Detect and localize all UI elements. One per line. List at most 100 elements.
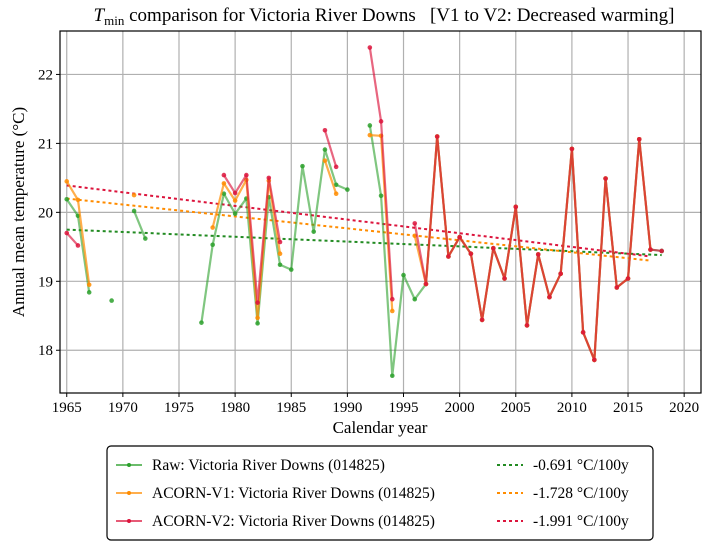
chart-title: Tmin comparison for Victoria River Downs… bbox=[94, 5, 675, 28]
y-tick-label: 18 bbox=[38, 343, 53, 359]
data-point bbox=[614, 285, 620, 290]
data-point bbox=[210, 225, 215, 230]
legend-label-0: Raw: Victoria River Downs (014825) bbox=[152, 457, 385, 474]
y-axis-ticks: 18 19 20 21 22 bbox=[38, 67, 60, 359]
data-point bbox=[199, 320, 204, 325]
grid bbox=[60, 31, 701, 393]
data-point bbox=[221, 172, 227, 178]
data-point bbox=[333, 182, 339, 188]
data-point bbox=[648, 247, 653, 252]
data-point bbox=[580, 330, 586, 335]
series-line bbox=[200, 148, 348, 325]
data-point bbox=[255, 315, 260, 321]
data-point bbox=[412, 296, 418, 302]
x-tick-label: 1965 bbox=[52, 400, 82, 416]
data-point bbox=[300, 163, 305, 169]
data-point bbox=[131, 192, 137, 198]
data-point bbox=[502, 276, 507, 281]
legend-marker-2 bbox=[127, 519, 131, 523]
x-tick-label: 1985 bbox=[276, 400, 306, 416]
data-point bbox=[143, 236, 148, 241]
data-point bbox=[277, 239, 283, 245]
series-line bbox=[65, 232, 79, 247]
data-point bbox=[64, 230, 70, 236]
data-point bbox=[221, 181, 227, 186]
data-point bbox=[232, 198, 238, 203]
series-lines bbox=[64, 45, 665, 379]
data-point bbox=[569, 146, 575, 152]
data-point bbox=[277, 251, 283, 257]
data-point bbox=[625, 276, 631, 281]
data-point bbox=[535, 252, 541, 257]
data-point bbox=[64, 196, 70, 202]
data-point bbox=[86, 282, 92, 288]
y-tick-label: 19 bbox=[38, 274, 53, 290]
x-tick-label: 1990 bbox=[332, 400, 362, 416]
data-point bbox=[322, 147, 328, 152]
data-point bbox=[389, 308, 395, 314]
legend-trend-label-1: -1.728 °C/100y bbox=[533, 485, 629, 502]
data-point bbox=[468, 251, 474, 257]
x-tick-label: 2005 bbox=[501, 400, 531, 416]
trend-lines bbox=[66, 184, 662, 262]
data-point bbox=[547, 294, 552, 300]
data-point bbox=[221, 191, 227, 197]
data-point bbox=[378, 193, 384, 199]
y-axis-label: Annual mean temperature (°C) bbox=[9, 107, 28, 317]
x-tick-label: 1970 bbox=[108, 400, 138, 416]
x-tick-label: 2020 bbox=[669, 400, 699, 416]
series-line bbox=[323, 160, 338, 195]
x-tick-label: 1995 bbox=[389, 400, 419, 416]
legend-label-1: ACORN-V1: Victoria River Downs (014825) bbox=[152, 485, 435, 502]
data-point bbox=[457, 234, 462, 240]
x-axis-label: Calendar year bbox=[333, 418, 428, 437]
series-0 bbox=[64, 123, 665, 379]
data-point bbox=[322, 158, 328, 163]
data-point bbox=[266, 175, 272, 181]
data-point bbox=[412, 221, 418, 226]
data-point bbox=[64, 179, 70, 184]
series-1 bbox=[64, 132, 653, 363]
title-t: T bbox=[94, 5, 106, 26]
legend-label-2: ACORN-V2: Victoria River Downs (014825) bbox=[152, 513, 435, 530]
data-point bbox=[592, 357, 597, 363]
legend-marker-1 bbox=[127, 491, 131, 495]
data-point bbox=[255, 300, 260, 305]
series-line bbox=[222, 174, 282, 304]
data-point bbox=[389, 296, 395, 302]
data-point bbox=[75, 197, 81, 203]
legend-marker-0 bbox=[127, 463, 131, 467]
data-point bbox=[232, 211, 238, 217]
series-line bbox=[323, 129, 338, 168]
series-2 bbox=[64, 45, 665, 363]
data-point bbox=[86, 290, 92, 295]
legend-trend-label-2: -1.991 °C/100y bbox=[533, 513, 629, 530]
data-point bbox=[131, 208, 137, 214]
x-axis-ticks: 1965 1970 1975 1980 1985 1990 1995 2000 2005 2010… bbox=[52, 393, 699, 416]
trend-line-1 bbox=[66, 197, 651, 262]
data-point bbox=[479, 317, 485, 323]
title-rest: comparison for Victoria River Downs [V1 … bbox=[124, 5, 674, 26]
data-point bbox=[75, 243, 81, 248]
data-point bbox=[210, 242, 215, 248]
data-point bbox=[367, 123, 373, 128]
data-point bbox=[322, 127, 328, 133]
data-point bbox=[423, 281, 429, 287]
data-point bbox=[558, 271, 563, 277]
data-point bbox=[277, 262, 283, 268]
data-point bbox=[513, 204, 519, 210]
data-point bbox=[255, 321, 260, 326]
data-point bbox=[659, 248, 665, 254]
legend: Raw: Victoria River Downs (014825) ACORN-… bbox=[106, 445, 654, 541]
y-tick-label: 21 bbox=[38, 136, 53, 152]
data-point bbox=[288, 267, 294, 272]
data-point bbox=[378, 119, 384, 124]
data-point bbox=[367, 132, 373, 138]
x-tick-label: 2000 bbox=[445, 400, 475, 416]
data-point bbox=[446, 254, 451, 259]
y-tick-label: 22 bbox=[38, 67, 53, 83]
trend-line-2 bbox=[66, 184, 651, 258]
data-point bbox=[524, 323, 530, 328]
data-point bbox=[401, 272, 406, 278]
